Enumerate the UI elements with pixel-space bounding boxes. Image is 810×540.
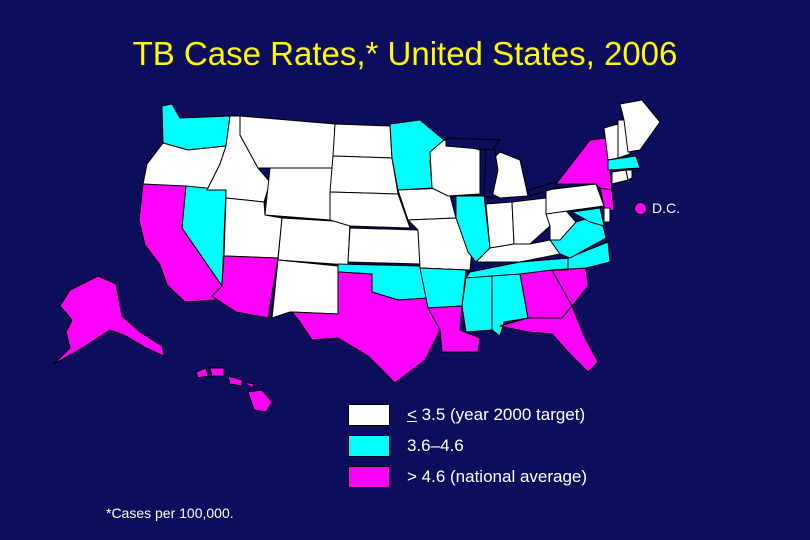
state-ny [555,137,613,193]
legend-label-high: > 4.6 (national average) [407,467,588,486]
state-nm [271,259,339,319]
legend-item-low: < 3.5 (year 2000 target) [348,400,587,430]
state-me [619,99,661,153]
state-ky [475,239,561,263]
legend-item-high: > 4.6 (national average) [348,462,587,492]
state-ct [611,169,629,185]
state-ak [53,275,165,365]
state-md [571,207,605,227]
state-mt [239,115,336,169]
state-wa [161,103,231,151]
state-pa [545,183,605,215]
state-wy [264,167,334,221]
dc-dot [634,201,647,215]
state-ri [625,169,633,181]
state-fl [499,305,599,373]
state-in [485,201,515,249]
state-ne [329,191,411,229]
state-nc [551,241,611,271]
state-nd [332,123,393,159]
state-ms [461,275,493,333]
state-de [603,207,611,223]
state-ar [419,267,467,309]
state-ks [347,227,421,265]
map-title: TB Case Rates,* United States, 2006 [132,35,678,72]
legend: < 3.5 (year 2000 target) 3.6–4.6 > 4.6 (… [348,400,587,493]
legend-swatch-mid [348,435,390,457]
state-co [277,217,351,266]
legend-label-mid: 3.6–4.6 [407,436,464,455]
state-hi [195,367,273,413]
lake-erie [527,181,557,197]
legend-lead-low: < [407,405,417,424]
state-wi [429,139,481,197]
state-ma [607,155,641,171]
dc-marker: D.C. [634,200,680,216]
state-tx [291,271,441,384]
state-la [427,305,481,353]
dc-label: D.C. [652,200,680,216]
state-sd [329,155,399,195]
legend-swatch-low [348,404,390,426]
lake-superior [445,137,502,151]
legend-swatch-high [348,466,390,488]
footnote: *Cases per 100,000. [106,505,234,521]
state-oh [511,197,551,245]
legend-label-low: 3.5 (year 2000 target) [416,405,586,424]
legend-item-mid: 3.6–4.6 [348,431,587,461]
